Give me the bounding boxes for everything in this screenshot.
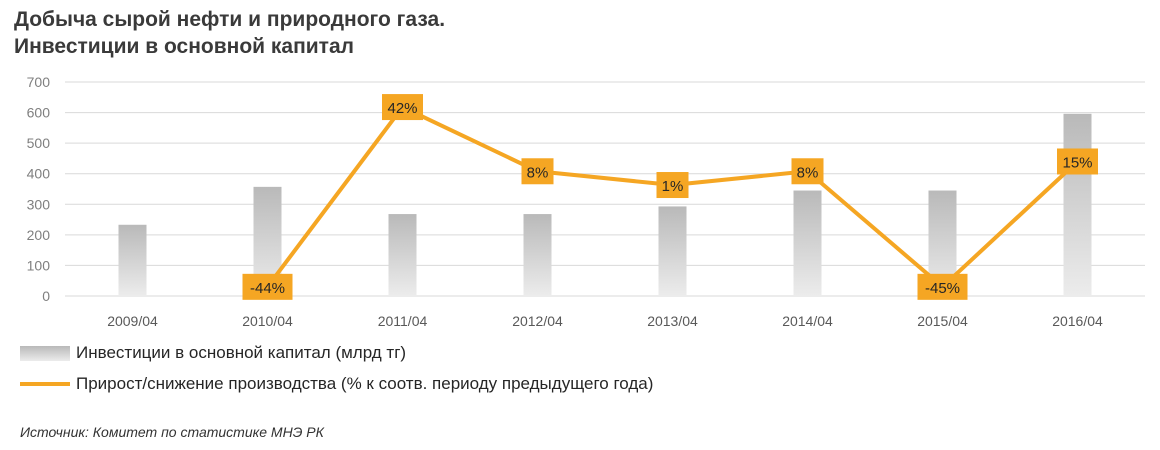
y-tick-label: 600	[27, 105, 51, 121]
legend-bar-swatch	[20, 345, 70, 361]
y-tick-label: 500	[27, 135, 51, 151]
x-tick-label: 2016/04	[1052, 313, 1103, 329]
legend-line: Прирост/снижение производства (% к соотв…	[20, 374, 653, 394]
x-tick-label: 2009/04	[107, 313, 158, 329]
y-tick-label: 300	[27, 196, 51, 212]
data-label-box	[521, 158, 554, 185]
x-tick-label: 2015/04	[917, 313, 968, 329]
bar	[118, 224, 147, 296]
bar	[523, 214, 552, 296]
x-tick-label: 2013/04	[647, 313, 698, 329]
x-tick-label: 2012/04	[512, 313, 563, 329]
y-tick-label: 200	[27, 227, 51, 243]
bar	[658, 206, 687, 296]
data-label: 42%	[387, 100, 417, 117]
data-label-box	[242, 273, 293, 300]
x-tick-label: 2011/04	[378, 313, 428, 329]
legend-bars: Инвестиции в основной капитал (млрд тг)	[20, 343, 406, 363]
y-tick-label: 700	[27, 74, 51, 90]
data-label-box	[656, 172, 689, 199]
data-label-box	[917, 273, 968, 300]
bar	[793, 190, 822, 296]
source-note: Источник: Комитет по статистике МНЭ РК	[20, 424, 324, 440]
chart-title: Добыча сырой нефти и природного газа. Ин…	[14, 6, 445, 60]
y-tick-label: 400	[27, 166, 51, 182]
chart: 0 100 200 300 400 500 600 700 2009/04 2010/04 2011…	[27, 74, 1145, 329]
bar	[1063, 113, 1092, 297]
bar	[388, 214, 417, 296]
title-line-2: Инвестиции в основной капитал	[14, 35, 354, 58]
y-tick-label: 100	[27, 257, 51, 273]
legend-line-label: Прирост/снижение производства (% к соотв…	[76, 374, 654, 393]
data-label-box	[1057, 148, 1098, 175]
data-label: 8%	[797, 164, 819, 181]
title-line-1: Добыча сырой нефти и природного газа.	[14, 8, 446, 31]
y-tick-label: 0	[42, 288, 50, 304]
data-label: -44%	[250, 280, 285, 297]
legend-bars-label: Инвестиции в основной капитал (млрд тг)	[76, 343, 407, 362]
data-label-box	[382, 94, 423, 121]
data-label-box	[791, 158, 824, 185]
data-label: 8%	[527, 164, 549, 181]
x-tick-label: 2014/04	[782, 313, 833, 329]
x-tick-label: 2010/04	[242, 313, 293, 329]
data-label: 15%	[1062, 154, 1092, 171]
legend-line-swatch	[20, 382, 70, 386]
data-label: -45%	[925, 280, 960, 297]
data-label: 1%	[662, 178, 684, 195]
